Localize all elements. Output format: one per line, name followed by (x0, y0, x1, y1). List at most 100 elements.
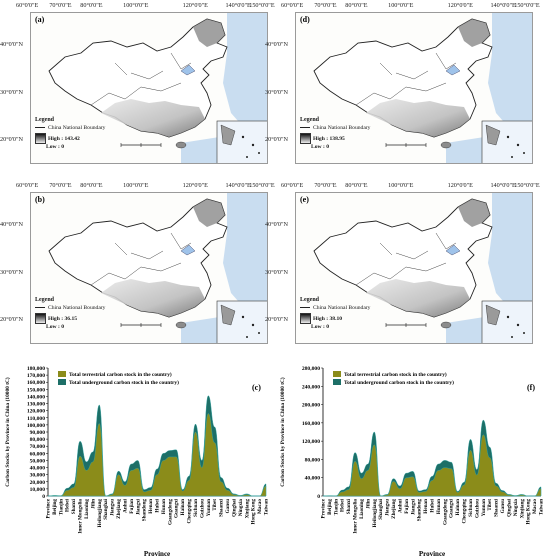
x-tick-label: Jiangsu (110, 499, 116, 516)
y-tick-label: 120,000 (302, 439, 320, 445)
x-tick-label: Shanghai (378, 498, 384, 519)
china-map (313, 13, 532, 163)
longitude-tick: 60°0'0"E (281, 182, 304, 189)
panel-label: (d) (300, 15, 310, 24)
longitude-tick: 140°0'0"E (225, 182, 251, 189)
x-tick-label: Tibet (487, 499, 493, 511)
longitude-tick: 100°0'0"E (388, 2, 414, 9)
longitude-tick: 80°0'0"E (345, 182, 368, 189)
x-tick-label: Gansu (500, 499, 506, 514)
x-tick-label: Shanghai (103, 498, 109, 519)
y-tick-label: 0 (317, 494, 320, 500)
x-tick-label: Heilongjiang (372, 499, 378, 528)
legend-boundary: China National Boundary (300, 125, 370, 132)
x-tick-label: Liaoning (359, 499, 365, 519)
legend-label: Total terrestrial carbon stock in the co… (69, 371, 172, 378)
x-tick-label: Liaoning (84, 499, 90, 519)
legend-high: High : 38.10 (300, 313, 370, 325)
x-tick-label: Shanxi (71, 498, 77, 514)
x-tick-label: Inner Mongolia (353, 499, 359, 534)
y-tick-label: 160,000 (302, 421, 320, 427)
y-tick-label: 280,000 (302, 366, 320, 372)
x-tick-label: Henan (423, 499, 429, 514)
latitude-tick: 20°0'0"N (265, 135, 288, 143)
x-tick-label: Shandong (417, 499, 423, 522)
y-tick-label: 140,000 (27, 394, 45, 400)
map-figure-2: 60°0'0"E 70°0'0"E 80°0'0"E 100°0'0"E 120°0'0… (0, 180, 275, 360)
x-tick-label: Hainan (180, 499, 186, 516)
x-tick-label: Hainan (455, 499, 461, 516)
latitude-tick: 30°0'0"N (0, 88, 23, 96)
longitude-tick: 60°0'0"E (281, 2, 304, 9)
longitude-tick: 120°0'0"E (447, 182, 473, 189)
longitude-tick: 120°0'0"E (182, 182, 208, 189)
latitude-tick: 20°0'0"N (0, 135, 23, 143)
longitude-tick: 100°0'0"E (123, 2, 149, 9)
x-tick-label: Anhui (397, 498, 403, 512)
panel-label: (c) (252, 383, 261, 392)
map-frame: (d) Legend China National Boundary High : 1… (295, 12, 533, 164)
x-tick-label: Chongqing (462, 499, 468, 524)
panel-label: (a) (35, 15, 45, 24)
x-tick-label: Guangdong (167, 499, 173, 525)
y-tick-label: 80,000 (30, 437, 46, 443)
y-tick-label: 30,000 (30, 473, 46, 479)
y-tick-label: 70,000 (30, 444, 46, 450)
china-map (313, 193, 532, 343)
x-tick-label: Province (46, 498, 52, 518)
x-tick-label: Hubei (430, 498, 436, 512)
x-tick-label: Xinjiang (519, 499, 525, 519)
longitude-tick: 100°0'0"E (388, 182, 414, 189)
x-tick-label: Province (321, 498, 327, 518)
longitude-tick: 70°0'0"E (49, 2, 72, 9)
longitude-tick: 120°0'0"E (182, 2, 208, 9)
y-tick-label: 180,000 (27, 366, 45, 372)
x-tick-label: Zhejiang (391, 499, 397, 519)
area-series-0 (322, 434, 542, 497)
x-tick-label: Guangdong (442, 499, 448, 525)
longitude-tick: 70°0'0"E (314, 2, 337, 9)
y-tick-label: 200,000 (302, 403, 320, 409)
carbon-stock-chart-f: 0 40,000 80,000 120,000 160,000 200,000 240,00… (279, 366, 545, 556)
latitude-tick: 40°0'0"N (265, 41, 288, 49)
legend-high: High : 138.95 (300, 133, 370, 145)
legend-title: Legend (300, 297, 320, 303)
x-tick-label: Fujian (404, 499, 410, 514)
map-legend: Legend China National Boundary High : 38.1… (300, 297, 370, 331)
x-tick-label: Jilin (365, 499, 371, 509)
longitude-tick: 140°0'0"E (225, 2, 251, 9)
legend-swatch (333, 371, 341, 377)
x-tick-label: Guizhou (199, 499, 205, 518)
x-tick-label: Shaanxi (494, 498, 500, 516)
longitude-tick: 60°0'0"E (16, 2, 39, 9)
map-frame: (a) Legend China National Boundary High : 1… (30, 12, 268, 164)
panel-label: (f) (527, 383, 535, 392)
area-series-0 (47, 413, 267, 497)
legend-low: Low : 0 (46, 144, 65, 151)
x-tick-label: Gansu (225, 499, 231, 514)
longitude-tick: 150°0'0"E (514, 2, 540, 9)
legend-boundary: China National Boundary (35, 125, 105, 132)
legend-label: Total terrestrial carbon stock in the co… (344, 371, 447, 378)
x-tick-label: Hubei (155, 498, 161, 512)
x-tick-label: Yunnan (206, 499, 212, 517)
x-tick-label: Macao (532, 499, 538, 514)
y-axis-title: Carbon Stocks by Province in China (1000… (279, 377, 286, 487)
legend-high: High : 143.42 (35, 133, 105, 145)
legend-high: High : 36.15 (35, 313, 105, 325)
y-tick-label: 40,000 (305, 476, 321, 482)
x-tick-label: Beijing (327, 499, 333, 515)
legend-low: Low : 0 (311, 144, 330, 151)
x-tick-label: Guangxi (449, 498, 455, 518)
x-tick-label: Jiangsu (385, 499, 391, 516)
x-tick-label: Inner Mongolia (78, 499, 84, 534)
longitude-tick: 150°0'0"E (249, 2, 275, 9)
x-tick-label: Taiwan (264, 499, 270, 515)
y-tick-label: 10,000 (30, 487, 46, 493)
x-tick-label: Beijing (52, 499, 58, 515)
longitude-tick: 150°0'0"E (514, 182, 540, 189)
y-tick-label: 80,000 (305, 457, 321, 463)
y-tick-label: 20,000 (30, 480, 46, 486)
x-tick-label: Guangxi (174, 498, 180, 518)
